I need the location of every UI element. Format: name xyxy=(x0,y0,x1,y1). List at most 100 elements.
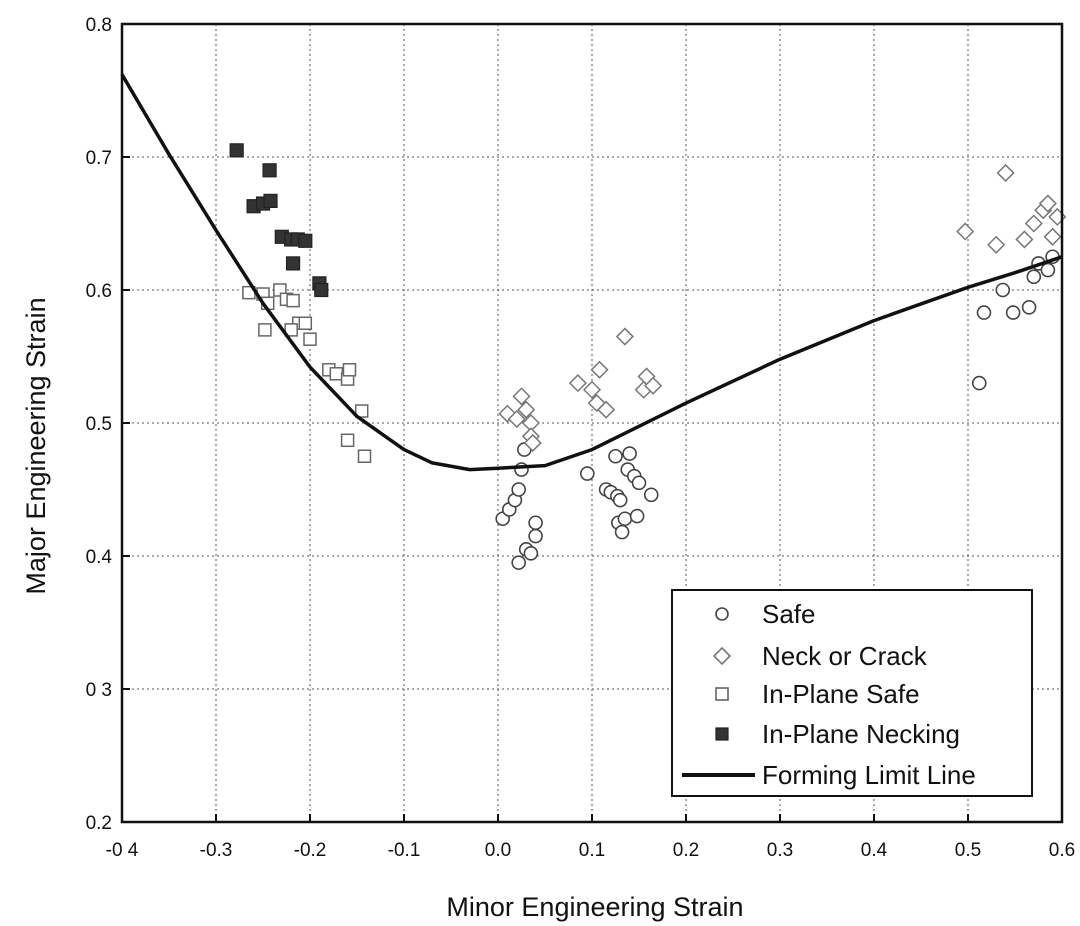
x-tick-label: 0.0 xyxy=(485,840,511,861)
point-safe xyxy=(528,515,543,531)
point-neck-or-crack xyxy=(568,374,587,393)
point-neck-or-crack xyxy=(507,409,526,429)
point-neck-or-crack xyxy=(582,380,602,399)
series-safe xyxy=(495,249,1060,570)
point-safe xyxy=(995,282,1011,298)
point-neck-or-crack xyxy=(644,376,663,395)
x-tick-label: -0 4 xyxy=(106,840,139,861)
point-neck-or-crack xyxy=(987,235,1006,254)
point-safe xyxy=(622,446,637,461)
x-tick-label: 0.6 xyxy=(1049,840,1075,861)
point-neck-or-crack xyxy=(1015,230,1034,249)
point-safe xyxy=(528,528,543,544)
point-in-plane-safe xyxy=(258,323,272,337)
point-safe xyxy=(612,492,628,508)
point-neck-or-crack xyxy=(956,222,975,241)
y-tick-label: 0.8 xyxy=(86,15,112,36)
point-safe xyxy=(643,487,659,503)
legend-marker-in-plane-safe xyxy=(715,687,729,701)
plot-frame xyxy=(120,22,1064,824)
point-neck-or-crack xyxy=(597,400,616,419)
x-axis-ticks: -0 4 -0.3 -0.2 -0.1 0.0 0.1 0.2 0.3 0.4 0.5 0.6 xyxy=(106,814,1075,861)
point-neck-or-crack xyxy=(1043,227,1062,246)
point-safe xyxy=(608,448,623,464)
point-in-plane-safe xyxy=(357,449,372,463)
x-tick-label: -0.3 xyxy=(200,840,233,861)
point-neck-or-crack xyxy=(996,163,1015,183)
y-tick-label: 0.5 xyxy=(86,414,112,435)
point-neck-or-crack xyxy=(512,387,531,406)
x-tick-label: 0.1 xyxy=(579,840,605,861)
point-neck-or-crack xyxy=(517,400,536,419)
point-safe xyxy=(614,524,630,540)
point-in-plane-safe xyxy=(329,367,344,381)
point-safe xyxy=(511,482,526,497)
point-safe xyxy=(617,511,633,527)
point-safe xyxy=(1021,299,1037,315)
point-in-plane-necking xyxy=(229,143,244,158)
point-safe xyxy=(1040,262,1056,278)
point-in-plane-safe xyxy=(354,404,369,418)
x-tick-label: -0.2 xyxy=(294,840,327,861)
point-safe xyxy=(631,475,647,491)
point-in-plane-safe xyxy=(298,316,313,330)
legend-item-in-plane-necking: In-Plane Necking xyxy=(715,719,960,749)
x-tick-label: -0.1 xyxy=(388,840,421,861)
series-in-plane-necking xyxy=(229,143,329,298)
point-neck-or-crack xyxy=(1038,194,1057,213)
point-neck-or-crack xyxy=(523,433,542,453)
legend-marker-neck-or-crack xyxy=(712,646,732,666)
point-in-plane-necking xyxy=(298,233,313,248)
point-in-plane-safe xyxy=(284,323,298,337)
x-tick-label: 0.5 xyxy=(955,840,981,861)
x-tick-label: 0.2 xyxy=(673,840,699,861)
legend-marker-safe xyxy=(715,607,729,621)
series-in-plane-safe xyxy=(242,283,372,463)
legend-box xyxy=(671,589,1033,797)
forming-limit-line xyxy=(120,73,1063,472)
point-neck-or-crack xyxy=(590,360,609,379)
point-safe xyxy=(1005,305,1021,320)
point-in-plane-safe xyxy=(342,363,357,377)
x-tick-label: 0.4 xyxy=(861,840,888,861)
point-safe xyxy=(1026,269,1042,285)
point-safe xyxy=(976,305,992,320)
legend-item-forming-limit-line: Forming Limit Line xyxy=(682,760,976,790)
series-neck-or-crack xyxy=(498,163,1067,453)
point-in-plane-safe xyxy=(286,293,300,308)
data-points xyxy=(229,143,1067,570)
legend-label-safe: Safe xyxy=(762,599,816,629)
legend-label-neck-or-crack: Neck or Crack xyxy=(762,641,928,671)
y-axis-title: Major Engineering Strain xyxy=(21,297,51,594)
point-safe xyxy=(629,508,645,524)
y-tick-label: 0.6 xyxy=(86,281,112,302)
x-axis-title: Minor Engineering Strain xyxy=(446,892,743,922)
legend-label-in-plane-necking: In-Plane Necking xyxy=(762,719,960,749)
point-neck-or-crack xyxy=(1024,214,1043,233)
point-in-plane-necking xyxy=(263,193,278,208)
legend-item-neck-or-crack: Neck or Crack xyxy=(712,641,928,671)
point-safe xyxy=(523,546,539,561)
point-in-plane-safe xyxy=(340,433,355,448)
legend-label-in-plane-safe: In-Plane Safe xyxy=(762,679,920,709)
point-neck-or-crack xyxy=(615,327,634,346)
legend-marker-in-plane-necking xyxy=(715,727,729,741)
point-neck-or-crack xyxy=(498,404,517,423)
y-tick-label: 0 3 xyxy=(86,680,112,701)
legend: Safe Neck or Crack In-Plane Safe In-Plan… xyxy=(671,589,1033,797)
y-tick-label: 0.2 xyxy=(86,813,112,834)
point-safe xyxy=(511,555,526,570)
legend-item-in-plane-safe: In-Plane Safe xyxy=(715,679,920,709)
y-tick-label: 0.4 xyxy=(86,547,113,568)
point-in-plane-safe xyxy=(303,332,317,346)
point-safe xyxy=(971,375,987,391)
legend-item-safe: Safe xyxy=(715,599,816,629)
forming-limit-line-path xyxy=(120,73,1063,472)
point-in-plane-necking xyxy=(262,163,277,178)
point-in-plane-necking xyxy=(314,282,329,298)
x-tick-label: 0.3 xyxy=(767,840,793,861)
y-tick-label: 0.7 xyxy=(86,148,112,169)
legend-label-forming-limit-line: Forming Limit Line xyxy=(762,760,976,790)
point-safe xyxy=(579,466,595,481)
